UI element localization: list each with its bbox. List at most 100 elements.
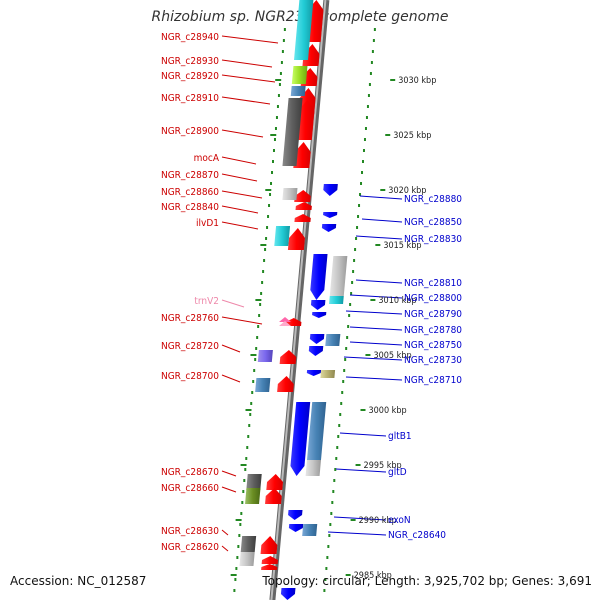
forward-gene-arrow	[302, 44, 320, 66]
forward-gene-arrow	[260, 536, 278, 554]
inner-left-dots	[248, 424, 251, 427]
inner-left-dots	[257, 325, 260, 328]
gene-label-forward: NGR_c28630	[161, 526, 219, 537]
inner-right-dots	[362, 160, 364, 163]
forward-gene-arrow	[295, 202, 312, 210]
reverse-gene-arrow	[308, 346, 324, 356]
inner-left-dots	[250, 402, 253, 405]
inner-right-dots	[368, 83, 371, 86]
reverse-gene-arrow	[312, 312, 327, 318]
inner-right-dots	[371, 50, 374, 53]
forward-gene-box	[294, 0, 314, 60]
gene-labels: NGR_c28940 NGR_c28930 NGR_c28920 NGR_c28910…	[161, 32, 462, 553]
inner-right-dots	[370, 61, 373, 64]
gene-label-forward: NGR_c28670	[161, 467, 219, 478]
reverse-gene-arrow	[306, 370, 322, 376]
gene-label-forward: NGR_c28930	[161, 56, 219, 67]
scale-tick-label: 3030 kbp	[398, 76, 436, 86]
inner-right-dots	[352, 270, 355, 273]
inner-right-dots	[348, 314, 351, 317]
label-connector	[221, 221, 259, 230]
label-connector	[221, 190, 263, 199]
label-connector	[221, 299, 245, 308]
label-connector	[221, 173, 258, 182]
inner-right-dots	[351, 281, 354, 284]
inner-right-dots	[326, 556, 329, 559]
inner-right-dots	[364, 127, 367, 130]
inner-left-dots	[239, 523, 242, 526]
inner-left-dots	[245, 457, 248, 460]
inner-left-dots	[260, 292, 263, 295]
forward-gene-arrow	[285, 318, 302, 326]
inner-right-dots	[325, 567, 328, 570]
scale-tick-label: 3025 kbp	[393, 131, 431, 141]
label-connector	[221, 374, 241, 383]
inner-left-dots	[252, 380, 255, 383]
gene-label-reverse: gltB1	[388, 431, 412, 442]
inner-left-dots	[266, 226, 269, 229]
label-connector	[335, 468, 387, 473]
inner-left-dots	[283, 28, 286, 31]
inner-left-dots	[256, 336, 259, 339]
gene-label-forward: NGR_c28660	[161, 483, 219, 494]
inner-left-dots	[282, 39, 285, 42]
scale-tick-label: 3020 kbp	[388, 186, 426, 196]
inner-right-dots	[362, 149, 365, 152]
inner-left-dots	[271, 171, 274, 174]
inner-right-dots	[359, 193, 362, 196]
scale-tick-label: 3005 kbp	[373, 351, 411, 361]
inner-right-dots	[361, 171, 364, 174]
inner-left-dots	[244, 468, 247, 471]
inner-left-dots	[249, 413, 252, 416]
label-connector	[221, 470, 237, 477]
inner-left-dots	[281, 50, 284, 53]
inner-left-dots	[233, 589, 236, 592]
label-connector	[327, 531, 387, 536]
forward-gene-box	[291, 66, 308, 84]
inner-right-dots	[337, 435, 340, 438]
label-connector	[349, 341, 403, 346]
inner-left-dots	[253, 369, 256, 372]
inner-left-dots	[234, 578, 237, 581]
inner-left-dots	[254, 358, 257, 361]
inner-right-dots	[347, 325, 350, 328]
inner-right-dots	[330, 512, 333, 515]
inner-left-dots	[243, 479, 246, 482]
inner-left-dots	[274, 127, 277, 130]
inner-right-dots	[329, 523, 332, 526]
inner-right-dots	[328, 534, 331, 537]
label-connector	[359, 195, 403, 200]
label-connector	[221, 96, 271, 105]
inner-left-dots	[267, 215, 270, 218]
forward-gene-arrow	[279, 350, 297, 364]
forward-gene-box	[246, 474, 262, 490]
gene-label-forward: NGR_c28720	[161, 341, 219, 352]
inner-left-dots	[259, 303, 262, 306]
gene-label-forward: NGR_c28840	[161, 202, 219, 213]
gene-label-forward: NGR_c28920	[161, 71, 219, 82]
inner-right-dots	[365, 116, 368, 119]
reverse-gene-arrow	[323, 184, 338, 196]
reverse-gene-box	[320, 370, 336, 378]
inner-left-dots	[264, 248, 267, 251]
inner-right-dots	[339, 413, 342, 416]
scale-tick-label: 3010 kbp	[378, 296, 416, 306]
inner-left-dots	[258, 314, 261, 317]
rna-gene-arrow	[279, 321, 291, 326]
reverse-gene-box	[307, 402, 327, 460]
inner-left-dots	[246, 446, 249, 449]
inner-right-dots	[346, 336, 349, 339]
inner-right-dots	[358, 204, 361, 207]
gene-label-reverse: NGR_c28810	[404, 278, 462, 289]
inner-left-dots	[279, 72, 282, 75]
inner-left-dots	[236, 556, 239, 559]
gene-label-reverse: NGR_c28790	[404, 309, 462, 320]
forward-gene-box	[282, 188, 298, 200]
inner-right-dots	[338, 424, 341, 427]
label-connector	[221, 529, 229, 536]
inner-left-dots	[276, 105, 279, 108]
gene-label-forward: NGR_c28910	[161, 93, 219, 104]
inner-left-dots	[280, 61, 283, 64]
inner-right-dots	[369, 72, 372, 75]
